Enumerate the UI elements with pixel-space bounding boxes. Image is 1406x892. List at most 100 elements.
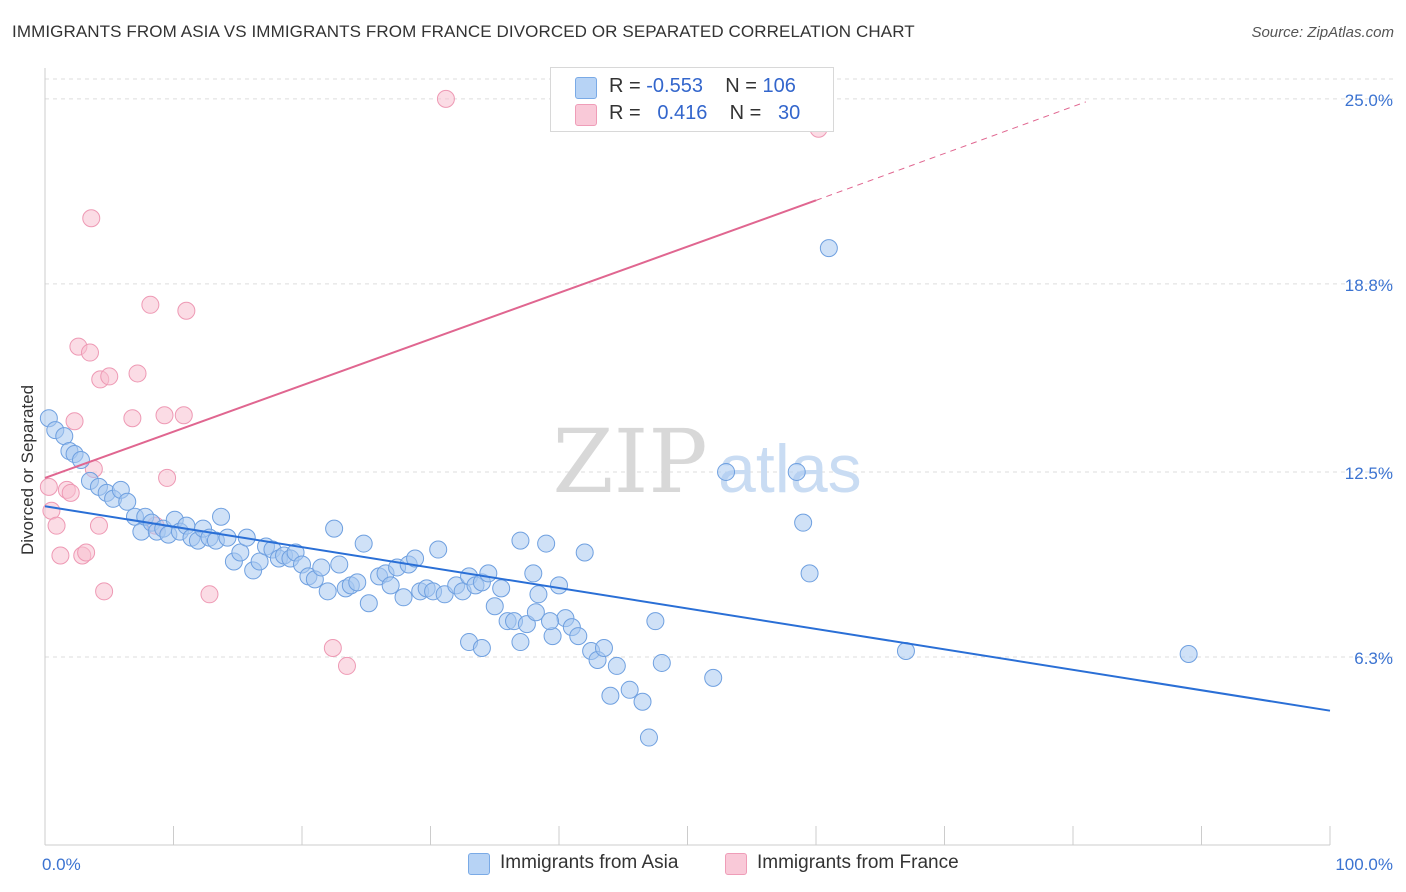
france-point [80, 343, 99, 362]
y-tick-label: 6.3% [1354, 649, 1393, 668]
asia-point [55, 427, 74, 446]
france-r-value: 0.416 [657, 102, 708, 124]
france-point [200, 585, 219, 604]
watermark-zip: ZIP [552, 410, 707, 513]
asia-point [646, 612, 665, 631]
asia-point [704, 668, 723, 687]
asia-point [819, 239, 838, 258]
france-point [47, 516, 66, 535]
france-point [174, 406, 193, 425]
asia-point [524, 564, 543, 583]
asia-point [472, 639, 491, 658]
correlation-legend: R = -0.553 N = 106 R = 0.416 N = 30 [550, 67, 834, 132]
france-point [89, 516, 108, 535]
chart-title: IMMIGRANTS FROM ASIA VS IMMIGRANTS FROM … [12, 22, 915, 41]
asia-point [601, 686, 620, 705]
y-tick-label: 18.8% [1345, 276, 1393, 295]
tick-label-layer: 6.3% 12.5% 18.8% 25.0% 0.0% 100.0% [42, 91, 1393, 874]
asia-point [381, 576, 400, 595]
asia-n-label: N = [725, 75, 757, 97]
asia-point [212, 507, 231, 526]
france-point [65, 412, 84, 431]
y-axis-label: Divorced or Separated [18, 384, 37, 555]
france-point [337, 656, 356, 675]
france-point [128, 364, 147, 383]
france-point [51, 546, 70, 565]
france-point [436, 89, 455, 108]
asia-point [231, 543, 250, 562]
asia-point [479, 564, 498, 583]
france-point [61, 483, 80, 502]
asia-point [511, 531, 530, 550]
france-point [39, 477, 58, 496]
asia-point [1179, 644, 1198, 663]
asia-point [633, 692, 652, 711]
france-legend-swatch [725, 853, 747, 875]
asia-point [529, 585, 548, 604]
asia-point [511, 633, 530, 652]
france-point [77, 543, 96, 562]
asia-point [218, 528, 237, 547]
asia-point [569, 627, 588, 646]
asia-point [607, 656, 626, 675]
asia-legend-swatch [468, 853, 490, 875]
asia-trend-line [44, 505, 1331, 712]
asia-point [250, 552, 269, 571]
x-tick-label-min: 0.0% [42, 855, 81, 874]
y-tick-label: 25.0% [1345, 91, 1393, 110]
france-legend-label: Immigrants from France [757, 852, 959, 873]
asia-point [485, 597, 504, 616]
asia-point [652, 653, 671, 672]
y-tick-label: 12.5% [1345, 464, 1393, 483]
france-n-value: 30 [778, 102, 801, 124]
asia-point [492, 579, 511, 598]
trend-layer [44, 101, 1331, 712]
asia-point [325, 519, 344, 538]
france-point [323, 639, 342, 658]
asia-point [118, 492, 137, 511]
france-n-label: N = [729, 102, 762, 124]
france-point [177, 301, 196, 320]
source-label: Source: ZipAtlas.com [1251, 24, 1394, 41]
asia-point [537, 534, 556, 553]
asia-point [312, 558, 331, 577]
france-point [141, 295, 160, 314]
asia-point [794, 513, 813, 532]
asia-point [429, 540, 448, 559]
asia-point [639, 728, 658, 747]
asia-point [359, 594, 378, 613]
france-point [158, 468, 177, 487]
asia-r-value: -0.553 [646, 75, 703, 97]
france-trend-extension [815, 101, 1087, 201]
asia-legend-label: Immigrants from Asia [500, 852, 679, 873]
asia-point [594, 639, 613, 658]
france-r-label: R = [609, 102, 641, 124]
france-trend-line [44, 199, 817, 479]
asia-point [406, 549, 425, 568]
asia-point [394, 588, 413, 607]
france-point [100, 367, 119, 386]
asia-r-label: R = [609, 75, 641, 97]
france-point [42, 501, 61, 520]
asia-point [717, 462, 736, 481]
france-point [123, 409, 142, 428]
france-swatch [575, 104, 597, 126]
asia-point [620, 680, 639, 699]
asia-point [575, 543, 594, 562]
watermark: ZIP atlas [552, 410, 861, 513]
asia-point [330, 555, 349, 574]
asia-point [517, 615, 536, 634]
x-tick-label-max: 100.0% [1335, 855, 1393, 874]
france-point [95, 582, 114, 601]
asia-point [354, 534, 373, 553]
asia-point [550, 576, 568, 595]
asia-point [318, 582, 337, 601]
asia-point [526, 603, 545, 622]
asia-point [543, 627, 562, 646]
france-point [155, 406, 174, 425]
asia-points [39, 239, 1198, 747]
asia-point [800, 564, 819, 583]
asia-point [787, 462, 806, 481]
asia-swatch [575, 77, 597, 99]
